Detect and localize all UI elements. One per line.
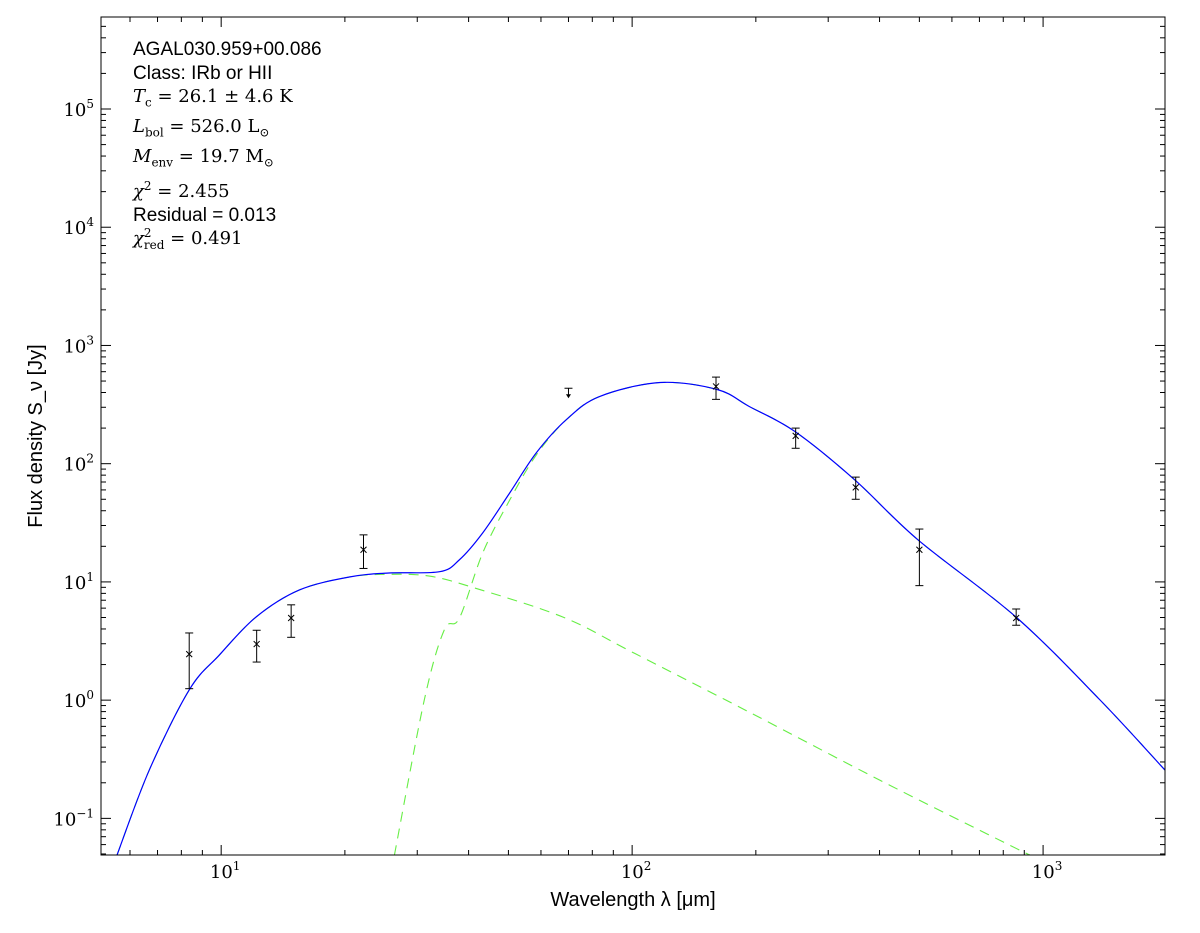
y-tick-label: 101 (63, 570, 94, 594)
x-marker (185, 650, 193, 658)
annotation-line: Menv = 19.7 M⊙ (133, 146, 274, 170)
y-tick-label: 103 (63, 333, 94, 357)
x-tick-label: 101 (210, 859, 241, 883)
annotation-line: Tc = 26.1 ± 4.6 K (133, 86, 293, 110)
y-axis-label: Flux density S_ν [Jy] (25, 344, 47, 527)
annotation-line: Lbol = 526.0 L⊙ (133, 116, 270, 140)
x-marker (1012, 614, 1020, 622)
plot-frame (100, 16, 1166, 856)
data-point (1012, 608, 1021, 626)
data-point (185, 632, 194, 690)
x-marker (852, 484, 860, 491)
x-marker (792, 432, 800, 440)
data-point (252, 629, 261, 663)
component-fit-curve-1 (393, 381, 1165, 855)
fit-annotations: AGAL030.959+00.086 Class: IRb or HII Tc = … (133, 38, 322, 251)
annotation-line: Class: IRb or HII (133, 62, 273, 84)
x-tick-label: 102 (621, 859, 652, 883)
y-tick-label: 105 (63, 97, 94, 121)
data-point (712, 376, 721, 400)
data-point (915, 528, 924, 587)
x-marker (712, 383, 720, 390)
total-fit-curve (116, 381, 1165, 855)
data-point (791, 427, 800, 449)
annotation-line: χ 2 red = 0.491 (133, 226, 243, 253)
x-marker (360, 546, 367, 554)
y-tick-label: 10−1 (53, 806, 94, 830)
annotation-line: Residual = 0.013 (133, 204, 277, 226)
data-point (287, 604, 296, 638)
x-marker (916, 546, 923, 554)
x-tick-label: 103 (1032, 859, 1063, 883)
y-tick-label: 104 (63, 215, 94, 239)
data-point (851, 476, 860, 500)
upper-limit-point (564, 387, 573, 399)
component-fit-curve-2 (116, 573, 1031, 855)
y-tick-label: 102 (63, 452, 94, 476)
down-arrow-icon (565, 394, 571, 399)
annotation-line: χ2 = 2.455 (133, 179, 230, 203)
data-point (359, 534, 368, 569)
annotation-line: AGAL030.959+00.086 (133, 39, 322, 60)
x-axis-label: Wavelength λ [μm] (550, 889, 715, 911)
x-marker (287, 614, 295, 622)
x-marker (253, 640, 261, 648)
y-tick-label: 100 (63, 688, 94, 712)
